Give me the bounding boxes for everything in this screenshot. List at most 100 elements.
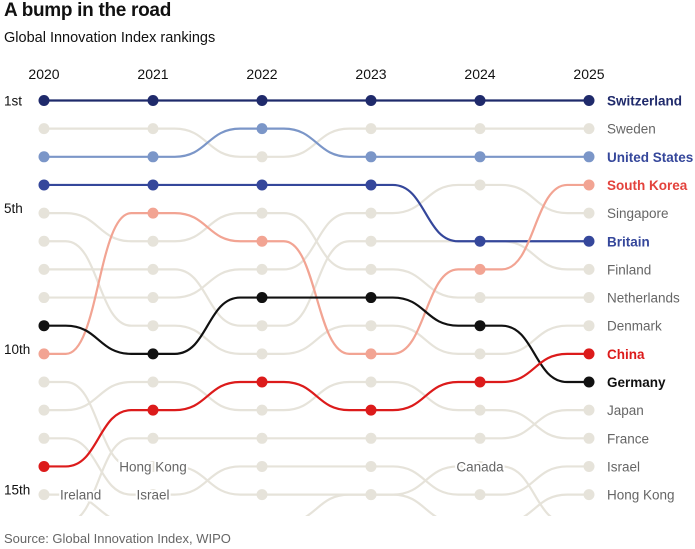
series-line-germany xyxy=(44,296,589,384)
source-note: Source: Global Innovation Index, WIPO xyxy=(4,531,231,546)
point-britain-2022 xyxy=(256,179,268,191)
y-tick-label: 10th xyxy=(4,342,30,357)
point-japan-2024 xyxy=(474,432,486,444)
point-israel-2020 xyxy=(38,432,50,444)
point-hong-kong-2022 xyxy=(256,489,268,501)
point-china-2021 xyxy=(147,404,159,416)
point-south-korea-2023 xyxy=(365,348,377,360)
inline-label-halo: Israel xyxy=(136,488,169,503)
series-line-denmark xyxy=(44,240,589,355)
point-united-states-2023 xyxy=(365,151,377,163)
inline-label-halo: Canada xyxy=(456,459,504,474)
point-finland-2020 xyxy=(38,263,50,275)
point-denmark-2021 xyxy=(147,320,159,332)
point-singapore-2020 xyxy=(38,292,50,304)
point-israel-2025 xyxy=(583,460,595,472)
series-line-hong-kong xyxy=(44,380,589,516)
series-line-singapore xyxy=(44,183,589,299)
point-singapore-2023 xyxy=(365,207,377,219)
series-label-israel: Israel xyxy=(607,459,640,474)
inline-label-ireland: Ireland xyxy=(60,488,101,503)
point-japan-2021 xyxy=(147,432,159,444)
x-tick-label: 2020 xyxy=(28,66,59,82)
point-israel-2022 xyxy=(256,460,268,472)
point-japan-2025 xyxy=(583,404,595,416)
point-netherlands-2025 xyxy=(583,292,595,304)
point-united-states-2022 xyxy=(256,123,268,135)
point-singapore-2022 xyxy=(256,263,268,275)
point-china-2020 xyxy=(38,460,50,472)
point-finland-2023 xyxy=(365,235,377,247)
y-tick-label: 1st xyxy=(4,94,22,109)
point-netherlands-2021 xyxy=(147,235,159,247)
series-label-france: France xyxy=(607,431,649,446)
point-south-korea-2021 xyxy=(147,207,159,219)
point-south-korea-2025 xyxy=(583,179,595,191)
y-tick-label: 5th xyxy=(4,201,23,216)
point-china-2024 xyxy=(474,376,486,388)
point-britain-2021 xyxy=(147,179,159,191)
point-finland-2025 xyxy=(583,263,595,275)
point-sweden-2021 xyxy=(147,123,159,135)
x-tick-label: 2025 xyxy=(573,66,604,82)
series-label-netherlands: Netherlands xyxy=(607,291,680,306)
series-line-canada xyxy=(305,465,552,516)
series-line-finland xyxy=(44,240,589,327)
point-sweden-2022 xyxy=(256,151,268,163)
point-denmark-2025 xyxy=(583,320,595,332)
point-sweden-2020 xyxy=(38,123,50,135)
point-singapore-2024 xyxy=(474,179,486,191)
point-switzerland-2022 xyxy=(256,95,268,106)
series-line-south-korea xyxy=(44,183,589,355)
series-label-switzerland: Switzerland xyxy=(607,94,682,109)
point-south-korea-2024 xyxy=(474,263,486,275)
point-sweden-2023 xyxy=(365,123,377,135)
series-label-denmark: Denmark xyxy=(607,319,662,334)
series-line-united-states xyxy=(44,127,589,158)
y-tick-label: 15th xyxy=(4,483,30,498)
point-france-2020 xyxy=(38,404,50,416)
x-tick-label: 2024 xyxy=(464,66,495,82)
point-switzerland-2020 xyxy=(38,95,50,106)
point-israel-2024 xyxy=(474,489,486,501)
point-ireland-2020 xyxy=(38,489,50,501)
point-finland-2021 xyxy=(147,263,159,275)
point-france-2023 xyxy=(365,376,377,388)
x-tick-label: 2022 xyxy=(246,66,277,82)
inline-label-israel: Israel xyxy=(136,488,169,503)
point-britain-2024 xyxy=(474,235,486,247)
series-label-germany: Germany xyxy=(607,375,666,390)
point-china-2022 xyxy=(256,376,268,388)
series-label-britain: Britain xyxy=(607,234,650,249)
chart-subtitle: Global Innovation Index rankings xyxy=(4,30,216,46)
point-germany-2023 xyxy=(365,292,377,304)
point-singapore-2025 xyxy=(583,207,595,219)
point-switzerland-2024 xyxy=(474,95,486,106)
point-united-states-2024 xyxy=(474,151,486,163)
point-germany-2022 xyxy=(256,292,268,304)
point-netherlands-2023 xyxy=(365,263,377,275)
series-label-south-korea: South Korea xyxy=(607,178,688,193)
point-denmark-2024 xyxy=(474,348,486,360)
series-line-israel xyxy=(44,437,589,496)
point-canada-2023 xyxy=(365,489,377,501)
point-netherlands-2024 xyxy=(474,292,486,304)
point-hong-kong-2021 xyxy=(147,460,159,472)
point-south-korea-2022 xyxy=(256,235,268,247)
point-germany-2024 xyxy=(474,320,486,332)
series-line-britain xyxy=(44,183,589,243)
series-label-japan: Japan xyxy=(607,403,644,418)
point-united-states-2020 xyxy=(38,151,50,163)
inline-label-hong-kong: Hong Kong xyxy=(119,459,187,474)
series-label-sweden: Sweden xyxy=(607,122,656,137)
point-hong-kong-2020 xyxy=(38,376,50,388)
point-netherlands-2022 xyxy=(256,207,268,219)
point-germany-2025 xyxy=(583,376,595,388)
point-united-states-2021 xyxy=(147,151,159,163)
point-denmark-2020 xyxy=(38,235,50,247)
inline-label-canada: Canada xyxy=(456,459,504,474)
point-hong-kong-2025 xyxy=(583,489,595,501)
point-netherlands-2020 xyxy=(38,207,50,219)
x-tick-label: 2023 xyxy=(355,66,386,82)
